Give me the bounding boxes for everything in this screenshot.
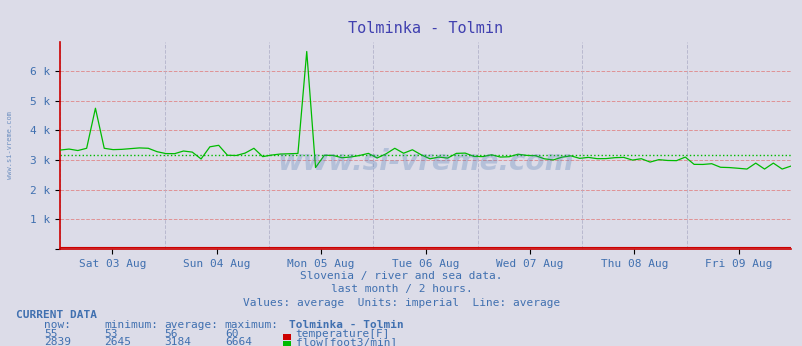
Text: flow[foot3/min]: flow[foot3/min] (295, 337, 396, 346)
Text: www.si-vreme.com: www.si-vreme.com (6, 111, 13, 179)
Text: 55: 55 (44, 329, 58, 339)
Text: 2645: 2645 (104, 337, 132, 346)
Text: www.si-vreme.com: www.si-vreme.com (277, 148, 573, 176)
Text: 2839: 2839 (44, 337, 71, 346)
Text: minimum:: minimum: (104, 320, 158, 330)
Text: 53: 53 (104, 329, 118, 339)
Text: now:: now: (44, 320, 71, 330)
Text: temperature[F]: temperature[F] (295, 329, 390, 339)
Title: Tolminka - Tolmin: Tolminka - Tolmin (347, 21, 503, 36)
Text: maximum:: maximum: (225, 320, 278, 330)
Text: Values: average  Units: imperial  Line: average: Values: average Units: imperial Line: av… (242, 298, 560, 308)
Text: last month / 2 hours.: last month / 2 hours. (330, 284, 472, 294)
Text: 6664: 6664 (225, 337, 252, 346)
Text: Slovenia / river and sea data.: Slovenia / river and sea data. (300, 271, 502, 281)
Text: Tolminka - Tolmin: Tolminka - Tolmin (289, 320, 403, 330)
Text: 56: 56 (164, 329, 178, 339)
Text: 60: 60 (225, 329, 238, 339)
Text: 3184: 3184 (164, 337, 192, 346)
Text: CURRENT DATA: CURRENT DATA (16, 310, 97, 320)
Text: average:: average: (164, 320, 218, 330)
